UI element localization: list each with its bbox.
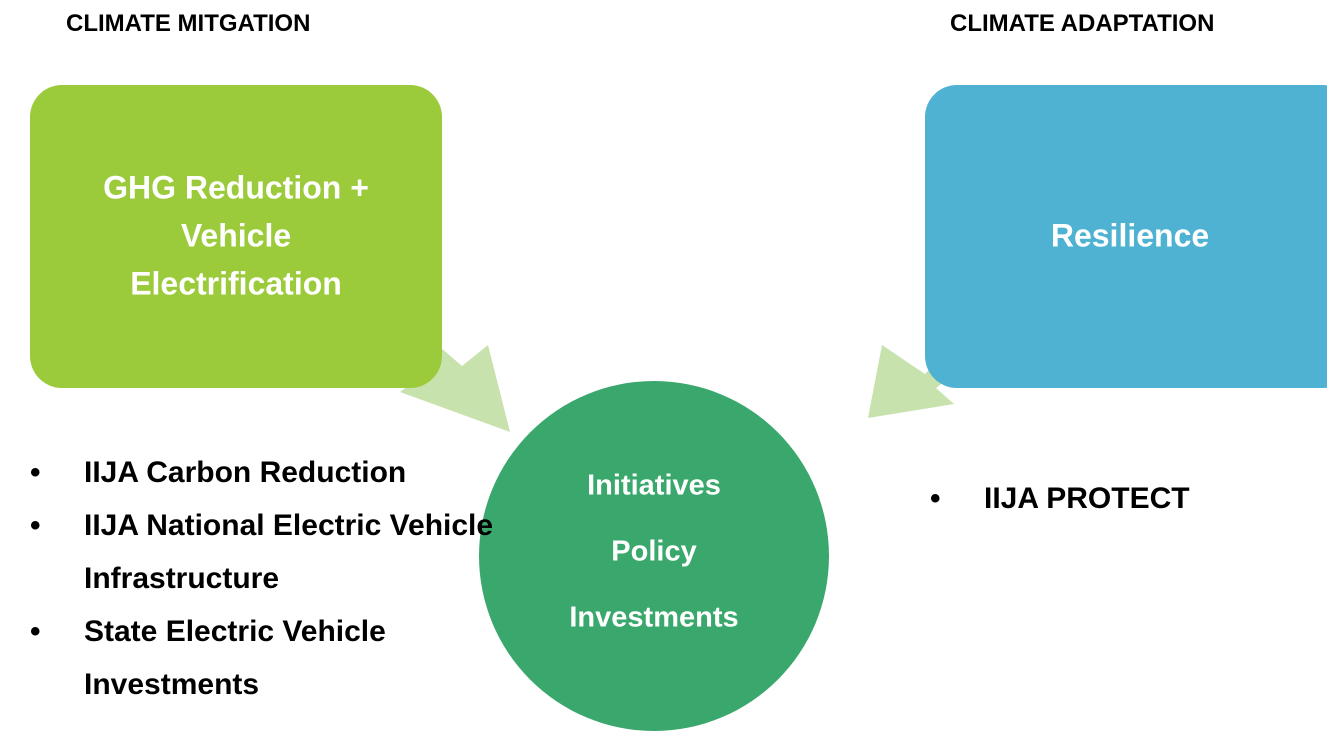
list-item: State Electric Vehicle Investments [30,605,504,711]
adaptation-heading: CLIMATE ADAPTATION [950,10,1215,37]
adaptation-box-text: Resilience [1051,217,1209,253]
adaptation-list: IIJA PROTECT [930,472,1327,525]
center-text: Investments [569,602,738,634]
mitigation-box-text: GHG Reduction + [103,169,369,205]
list-item: IIJA Carbon Reduction [30,446,504,499]
mitigation-box-text: Electrification [130,265,342,301]
adaptation-box [925,85,1327,388]
center-text: Initiatives [587,470,721,502]
list-item: IIJA PROTECT [930,472,1327,525]
list-item: IIJA National Electric Vehicle Infrastru… [30,499,504,605]
mitigation-list: IIJA Carbon ReductionIIJA National Elect… [30,446,504,711]
mitigation-box [30,85,442,388]
center-text: Policy [611,536,696,568]
mitigation-heading: CLIMATE MITGATION [66,10,311,37]
mitigation-box-text: Vehicle [181,217,291,253]
center-circle [479,381,829,731]
